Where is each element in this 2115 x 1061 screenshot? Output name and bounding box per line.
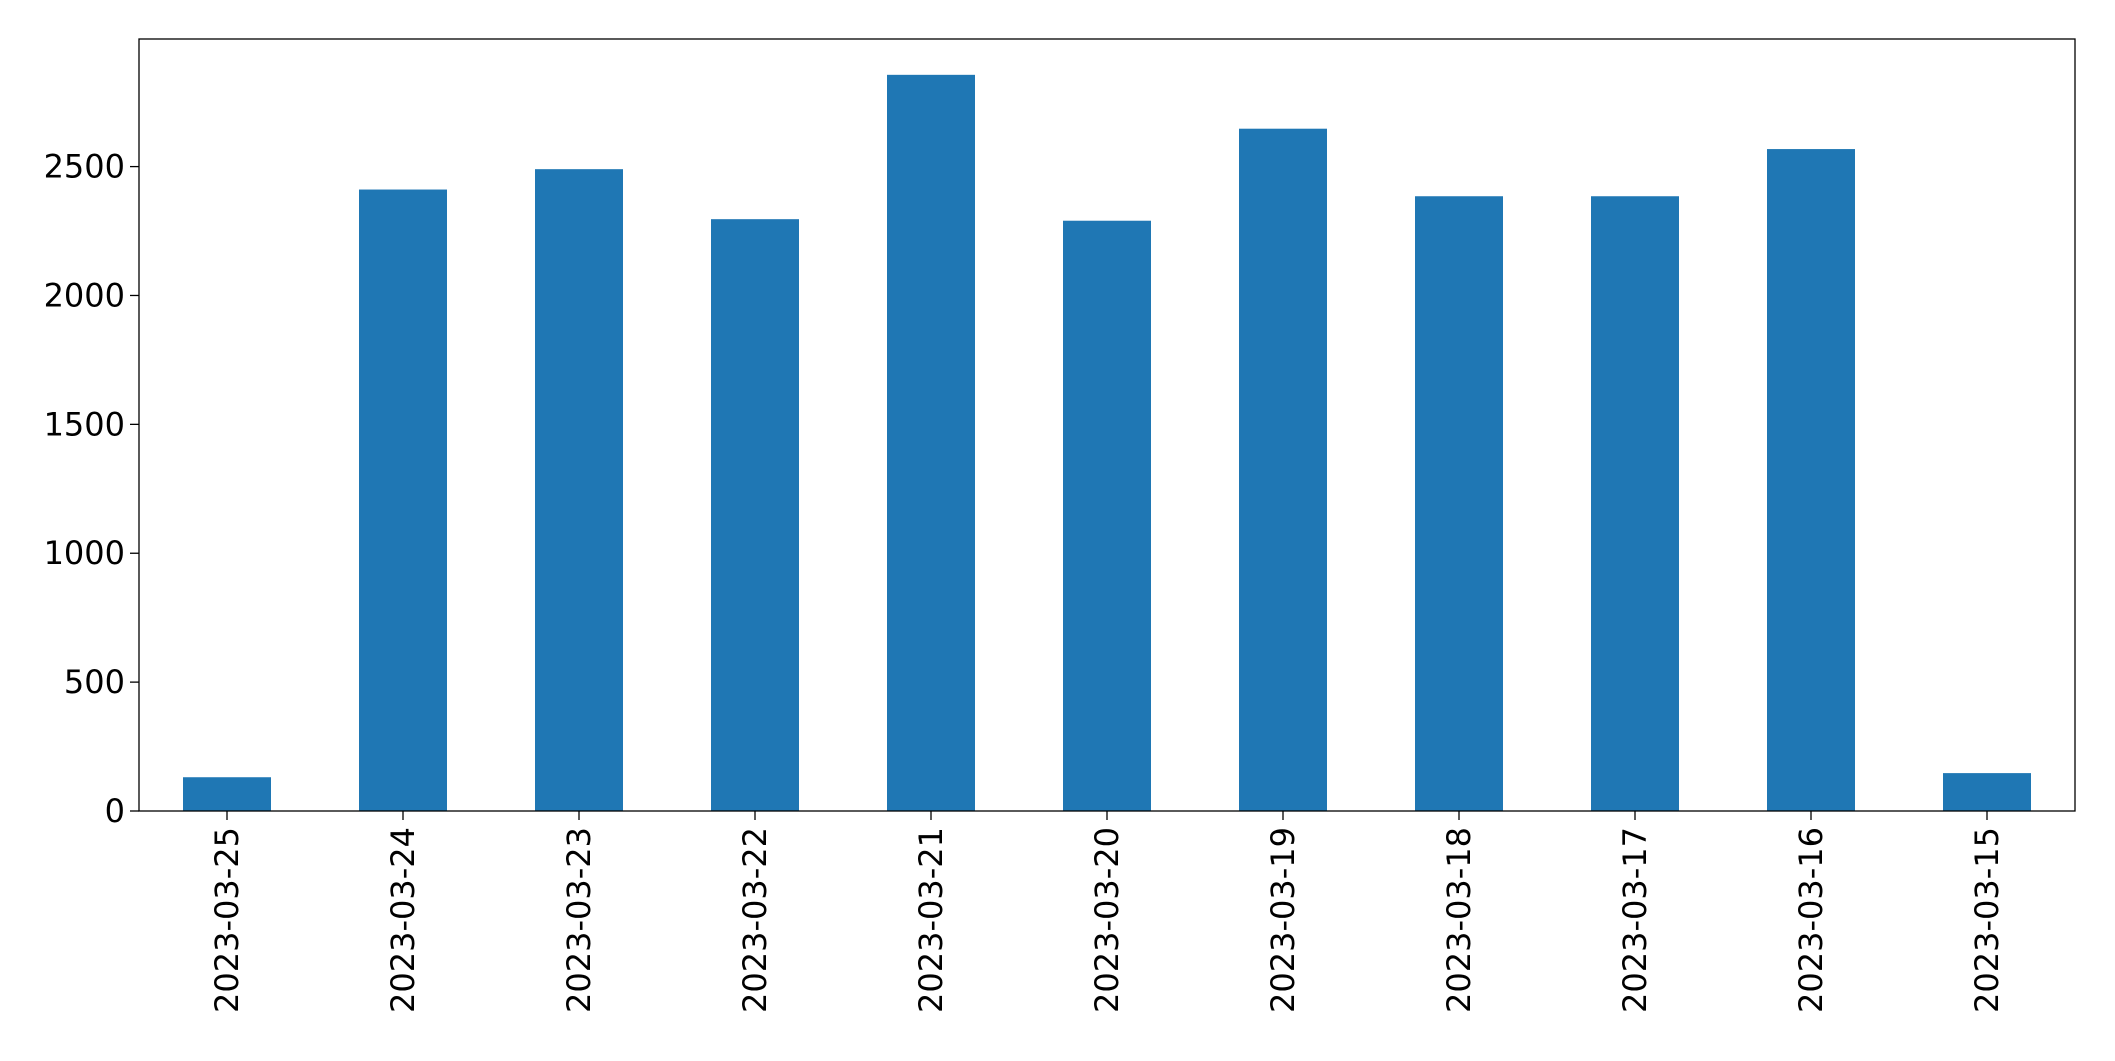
x-tick-label: 2023-03-17 — [1616, 827, 1654, 1013]
x-tick-label: 2023-03-25 — [208, 827, 246, 1013]
bar — [1063, 220, 1151, 811]
bar — [711, 219, 799, 812]
bar — [1943, 773, 2031, 811]
x-tick-label: 2023-03-23 — [560, 827, 598, 1013]
y-tick-label: 500 — [64, 663, 125, 701]
bar — [1239, 128, 1327, 811]
x-tick-label: 2023-03-20 — [1088, 827, 1126, 1013]
x-tick-label: 2023-03-16 — [1792, 827, 1830, 1013]
y-tick-label: 2500 — [44, 148, 125, 186]
plot-frame — [138, 38, 2076, 812]
bar — [535, 169, 623, 811]
y-tick-label: 2000 — [44, 276, 125, 314]
x-tick-label: 2023-03-18 — [1440, 827, 1478, 1013]
bar — [1415, 196, 1503, 811]
bar — [1767, 149, 1855, 812]
bar — [1591, 196, 1679, 811]
y-tick-label: 1000 — [44, 534, 125, 572]
y-tick-label: 1500 — [44, 405, 125, 443]
x-tick-label: 2023-03-15 — [1968, 827, 2006, 1013]
y-tick-label: 0 — [105, 792, 125, 830]
x-tick-label: 2023-03-22 — [736, 827, 774, 1013]
x-tick-label: 2023-03-24 — [384, 827, 422, 1013]
bar — [359, 189, 447, 811]
bar — [183, 777, 271, 811]
x-tick-label: 2023-03-21 — [912, 827, 950, 1013]
bar — [887, 74, 975, 812]
x-tick-label: 2023-03-19 — [1264, 827, 1302, 1013]
